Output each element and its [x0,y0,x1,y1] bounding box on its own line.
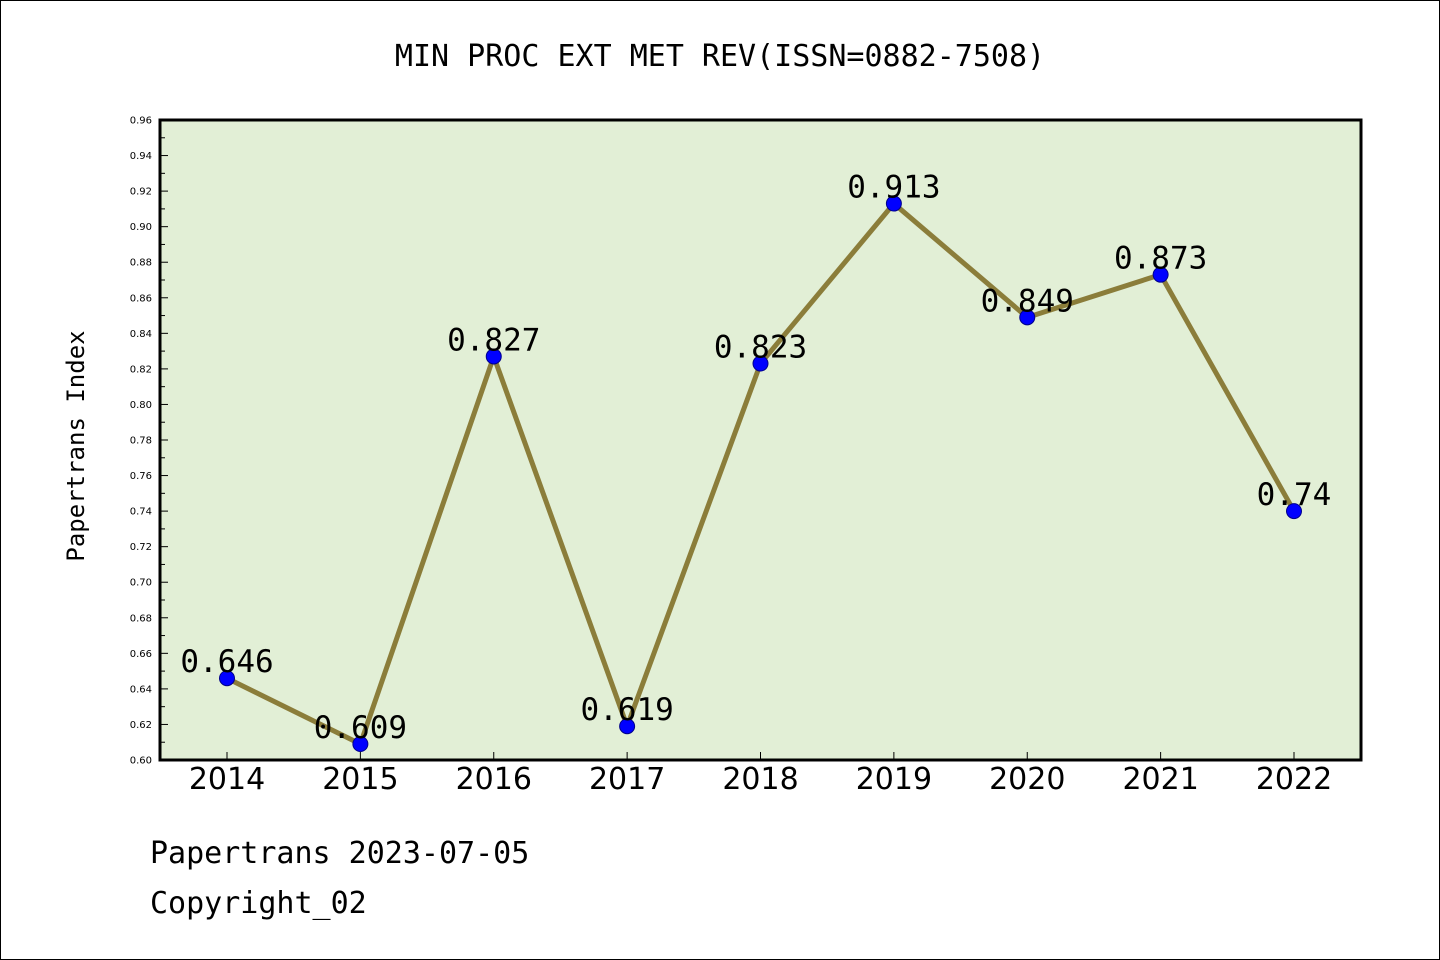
series-markers [219,195,1302,752]
x-tick-label: 2022 [1256,762,1332,797]
x-tick-label: 2017 [589,762,665,797]
data-point-marker [885,195,902,212]
data-point-marker [1152,266,1169,283]
y-tick-label: 0.82 [130,364,152,375]
data-point-marker [1286,503,1302,520]
data-point-marker [352,736,369,752]
x-tick-label: 2018 [722,762,798,797]
y-tick-label: 0.68 [130,613,152,624]
chart-title: MIN PROC EXT MET REV(ISSN=0882-7508) [395,39,1045,74]
y-tick-label: 0.94 [130,151,152,162]
x-tick-label: 2021 [1122,762,1198,797]
data-point-marker [1019,309,1036,326]
x-axis: 2014 2015 2016 2017 2018 2019 2020 2021 2022 [189,752,1332,797]
y-tick-label: 0.62 [130,720,152,731]
y-tick-label: 0.76 [130,471,152,482]
data-point-marker [752,355,769,372]
data-value-label: 0.74 [1257,477,1332,513]
x-tick-label: 2016 [456,762,532,797]
data-value-label: 0.646 [180,644,273,680]
y-tick-label: 0.92 [130,187,152,198]
y-tick-label: 0.66 [130,649,152,660]
y-tick-label: 0.90 [130,222,152,233]
data-value-label: 0.619 [580,692,673,728]
x-tick-label: 2019 [856,762,932,797]
data-value-label: 0.827 [447,322,540,358]
data-value-label: 0.849 [981,283,1074,319]
y-tick-label: 0.84 [130,329,152,340]
y-tick-label: 0.86 [130,293,152,304]
y-tick-label: 0.96 [130,116,152,127]
x-tick-label: 2015 [322,762,398,797]
data-value-label: 0.609 [314,710,407,746]
y-tick-label: 0.88 [130,258,152,269]
data-point-marker [619,718,636,735]
y-tick-label: 0.74 [130,507,152,518]
x-tick-label: 2014 [189,762,265,797]
data-value-label: 0.913 [847,170,940,206]
y-axis-label: Papertrans Index [62,330,90,561]
footer-date: Papertrans 2023-07-05 [150,836,530,871]
y-tick-label: 0.72 [130,542,152,553]
y-axis: 0.60 0.62 0.64 0.66 0.68 0.70 0.72 0.74 0.76 0.78… [130,116,168,767]
y-tick-label: 0.60 [130,756,152,767]
footer-copyright: Copyright_02 [150,886,367,921]
data-value-label: 0.823 [714,330,807,366]
y-tick-label: 0.80 [130,400,152,411]
x-tick-label: 2020 [989,762,1065,797]
y-tick-label: 0.64 [130,684,152,695]
data-point-marker [485,348,502,365]
data-labels: 0.646 0.609 0.827 0.619 0.823 0.913 0.849 0.873… [180,170,1331,746]
y-tick-label: 0.78 [130,436,152,447]
data-point-marker [219,670,235,687]
y-tick-label: 0.70 [130,578,152,589]
data-value-label: 0.873 [1114,241,1207,277]
plot-area [158,118,1363,762]
